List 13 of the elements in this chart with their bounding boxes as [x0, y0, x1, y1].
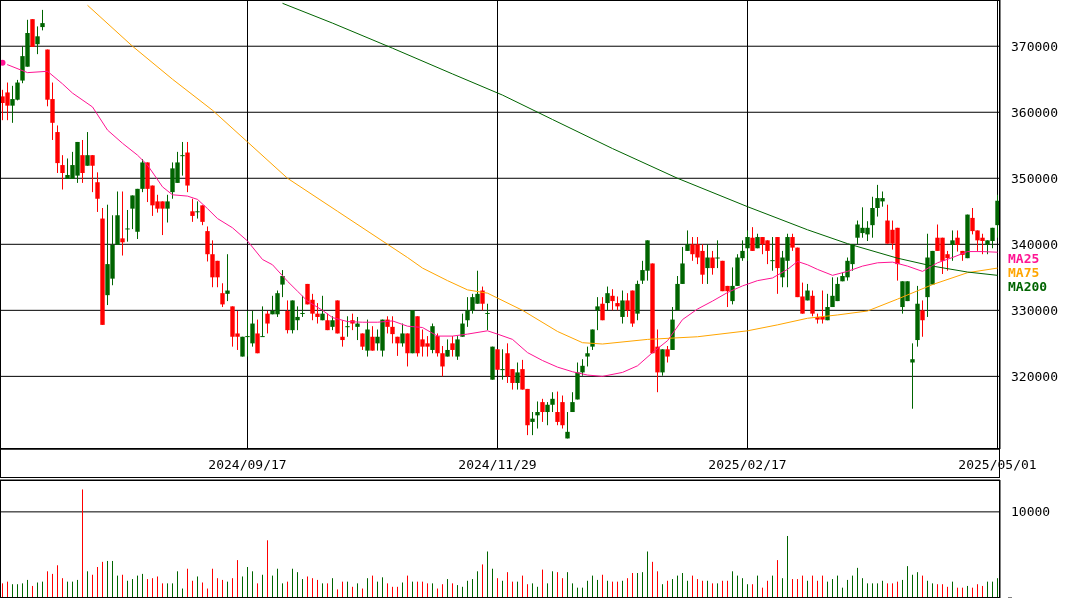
y-tick-label: 330000	[1011, 302, 1058, 318]
y-tick-label: 360000	[1011, 104, 1058, 120]
series-label: MA25	[1008, 251, 1041, 266]
y-tick-label: 10000	[1011, 504, 1051, 520]
y-tick-label: 340000	[1011, 236, 1058, 252]
x-tick-label: 2024/11/29	[458, 457, 537, 472]
x-tick-label: 2025/02/17	[708, 457, 787, 472]
series-label: MA200	[1008, 279, 1048, 294]
y-tick-label: 350000	[1011, 170, 1058, 186]
series-label: MA75	[1008, 265, 1041, 280]
x-tick-label: 2024/09/17	[208, 457, 287, 472]
y-tick-label: 320000	[1011, 368, 1058, 384]
y-tick-label: 370000	[1011, 38, 1058, 54]
